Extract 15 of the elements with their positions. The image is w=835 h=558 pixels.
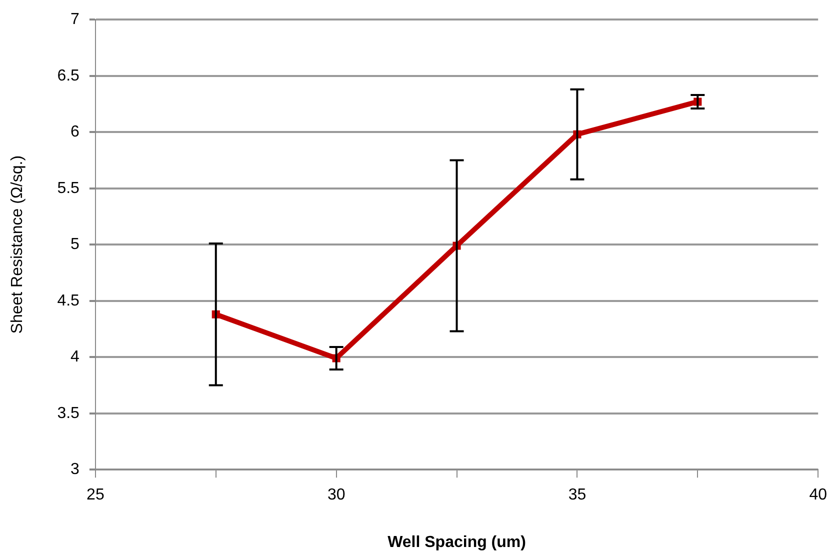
y-tick-label: 4 [70,348,80,366]
y-tick-label: 6 [70,124,80,141]
y-tick-label: 4.5 [57,292,80,310]
y-tick-label: 5.5 [57,180,80,197]
x-axis-title: Well Spacing (um) [388,534,526,551]
y-tick-label: 5 [70,236,80,254]
y-tick-label: 3 [70,461,80,478]
y-tick-label: 7 [70,11,80,28]
x-tick-label: 35 [568,486,586,504]
x-tick-label: 40 [809,486,828,504]
x-tick-label: 25 [86,486,104,504]
y-axis-title: Sheet Resistance (Ω/sq.) [9,155,26,334]
x-tick-label: 30 [327,486,346,504]
y-tick-label: 6.5 [57,67,80,84]
y-tick-label: 3.5 [57,404,80,422]
